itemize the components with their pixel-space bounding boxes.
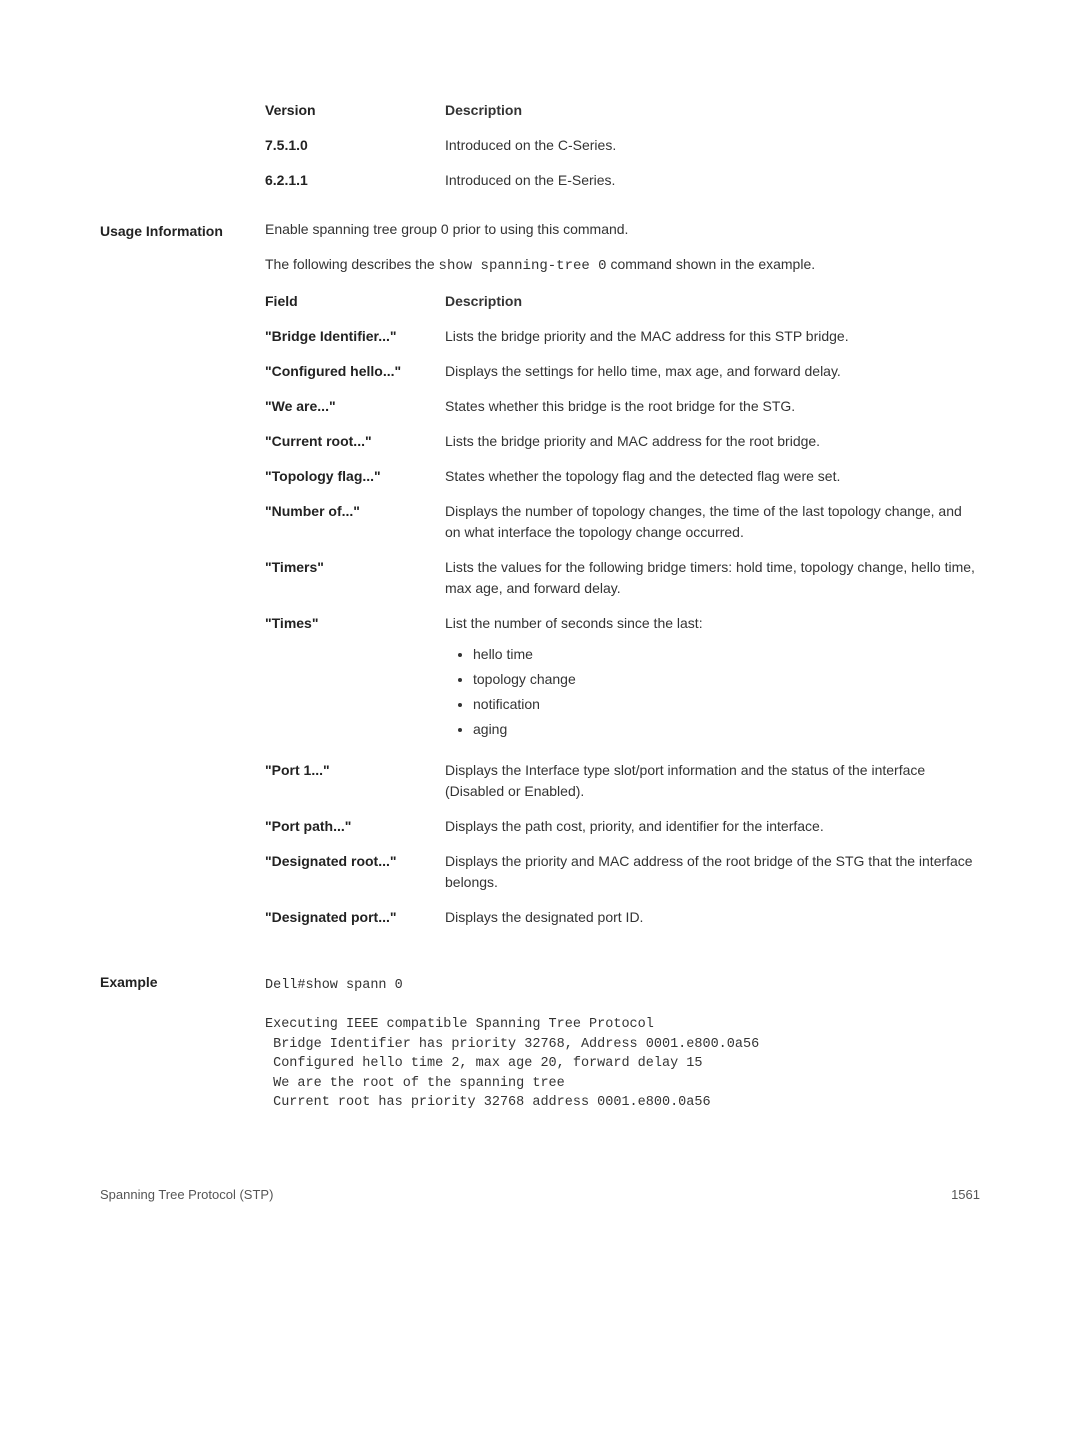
field-row-times: "Times" List the number of seconds since…	[265, 613, 980, 746]
version-row: 7.5.1.0 Introduced on the C-Series.	[265, 135, 980, 156]
field-desc-with-bullets: List the number of seconds since the las…	[445, 613, 980, 746]
intro2-code: show spanning-tree 0	[439, 258, 607, 274]
field-desc: States whether the topology flag and the…	[445, 466, 980, 487]
example-section: Example Dell#show spann 0 Executing IEEE…	[100, 970, 980, 1137]
bullet-item: notification	[473, 694, 980, 715]
page-footer: Spanning Tree Protocol (STP) 1561	[100, 1185, 980, 1205]
field-label: "Bridge Identifier..."	[265, 326, 445, 347]
version-table-header: Version Description 7.5.1.0 Introduced o…	[100, 100, 980, 205]
field-row: "Bridge Identifier..." Lists the bridge …	[265, 326, 980, 347]
field-col-header: Field	[265, 291, 445, 312]
footer-page-number: 1561	[951, 1185, 980, 1205]
field-row: "Port 1..." Displays the Interface type …	[265, 760, 980, 802]
field-desc: Displays the priority and MAC address of…	[445, 851, 980, 893]
field-label: "Configured hello..."	[265, 361, 445, 382]
field-desc: Lists the values for the following bridg…	[445, 557, 980, 599]
bullet-item: aging	[473, 719, 980, 740]
field-label: "Current root..."	[265, 431, 445, 452]
field-desc-col-header: Description	[445, 291, 980, 312]
bullet-item: hello time	[473, 644, 980, 665]
field-row: "Timers" Lists the values for the follow…	[265, 557, 980, 599]
field-desc: Displays the number of topology changes,…	[445, 501, 980, 543]
field-row: "Port path..." Displays the path cost, p…	[265, 816, 980, 837]
field-row: "Designated port..." Displays the design…	[265, 907, 980, 928]
field-desc: States whether this bridge is the root b…	[445, 396, 980, 417]
field-row: "Number of..." Displays the number of to…	[265, 501, 980, 543]
usage-intro-1: Enable spanning tree group 0 prior to us…	[265, 219, 980, 240]
usage-information-content: Enable spanning tree group 0 prior to us…	[265, 219, 980, 942]
field-row: "Current root..." Lists the bridge prior…	[265, 431, 980, 452]
field-label: "Timers"	[265, 557, 445, 578]
field-desc: Lists the bridge priority and MAC addres…	[445, 431, 980, 452]
field-row: "Topology flag..." States whether the to…	[265, 466, 980, 487]
version-cell: 7.5.1.0	[265, 135, 445, 156]
field-row: "Configured hello..." Displays the setti…	[265, 361, 980, 382]
field-label: "We are..."	[265, 396, 445, 417]
field-desc: Lists the bridge priority and the MAC ad…	[445, 326, 980, 347]
spacer	[100, 100, 265, 205]
times-bullet-list: hello time topology change notification …	[445, 644, 980, 740]
version-header-row: Version Description 7.5.1.0 Introduced o…	[265, 100, 980, 205]
footer-left: Spanning Tree Protocol (STP)	[100, 1185, 273, 1205]
description-col-header: Description	[445, 100, 980, 121]
field-label: "Topology flag..."	[265, 466, 445, 487]
usage-information-label: Usage Information	[100, 219, 265, 942]
field-label: "Port 1..."	[265, 760, 445, 781]
field-desc: Displays the Interface type slot/port in…	[445, 760, 980, 802]
example-content: Dell#show spann 0 Executing IEEE compati…	[265, 970, 980, 1137]
intro2-post: command shown in the example.	[607, 256, 816, 272]
field-label: "Times"	[265, 613, 445, 634]
example-label: Example	[100, 970, 265, 1137]
field-label: "Designated port..."	[265, 907, 445, 928]
version-row: 6.2.1.1 Introduced on the E-Series.	[265, 170, 980, 191]
field-label: "Port path..."	[265, 816, 445, 837]
field-desc: Displays the path cost, priority, and id…	[445, 816, 980, 837]
usage-information-section: Usage Information Enable spanning tree g…	[100, 219, 980, 942]
field-label: "Number of..."	[265, 501, 445, 522]
example-code-block: Dell#show spann 0 Executing IEEE compati…	[265, 976, 980, 1113]
field-header-row: Field Description	[265, 291, 980, 312]
times-desc-text: List the number of seconds since the las…	[445, 615, 703, 631]
bullet-item: topology change	[473, 669, 980, 690]
intro2-pre: The following describes the	[265, 256, 439, 272]
field-desc: Displays the designated port ID.	[445, 907, 980, 928]
version-desc-cell: Introduced on the C-Series.	[445, 135, 980, 156]
version-col-header: Version	[265, 100, 445, 121]
field-row: "Designated root..." Displays the priori…	[265, 851, 980, 893]
field-label: "Designated root..."	[265, 851, 445, 872]
version-cell: 6.2.1.1	[265, 170, 445, 191]
field-row: "We are..." States whether this bridge i…	[265, 396, 980, 417]
version-desc-cell: Introduced on the E-Series.	[445, 170, 980, 191]
field-desc: Displays the settings for hello time, ma…	[445, 361, 980, 382]
usage-intro-2: The following describes the show spannin…	[265, 254, 980, 277]
